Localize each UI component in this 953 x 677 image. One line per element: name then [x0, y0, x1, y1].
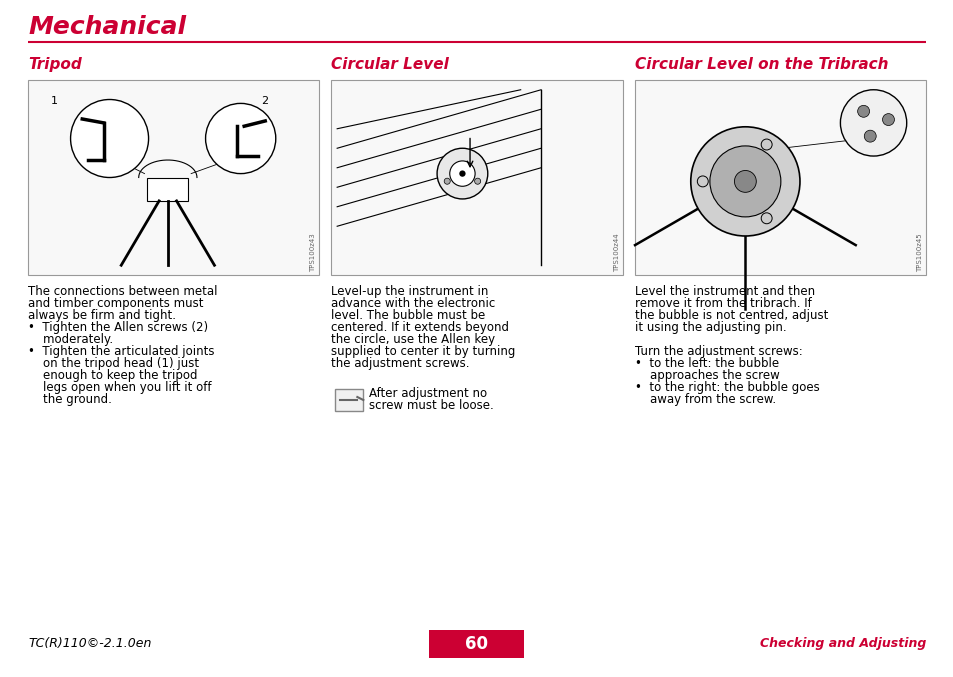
Circle shape [449, 161, 475, 186]
Text: TPS100z44: TPS100z44 [613, 234, 619, 272]
Text: •  Tighten the articulated joints: • Tighten the articulated joints [28, 345, 214, 358]
Text: •  Tighten the Allen screws (2): • Tighten the Allen screws (2) [28, 321, 208, 334]
Text: moderately.: moderately. [28, 333, 113, 346]
Circle shape [709, 146, 781, 217]
Text: •  to the left: the bubble: • to the left: the bubble [634, 357, 778, 370]
Text: Mechanical: Mechanical [28, 15, 186, 39]
Bar [634, 80, 925, 275]
Text: 2: 2 [261, 95, 268, 106]
Text: always be firm and tight.: always be firm and tight. [28, 309, 175, 322]
Text: The connections between metal: The connections between metal [28, 285, 217, 298]
Circle shape [205, 104, 275, 173]
Text: remove it from the tribrach. If: remove it from the tribrach. If [634, 297, 811, 310]
Text: centered. If it extends beyond: centered. If it extends beyond [331, 321, 509, 334]
Circle shape [690, 127, 800, 236]
Text: it using the adjusting pin.: it using the adjusting pin. [634, 321, 785, 334]
Text: Circular Level: Circular Level [331, 57, 449, 72]
Bar [0, 630, 953, 658]
Text: screw must be loose.: screw must be loose. [369, 399, 494, 412]
Text: TPS100z43: TPS100z43 [310, 234, 316, 272]
Text: the adjustment screws.: the adjustment screws. [331, 357, 469, 370]
Circle shape [760, 139, 771, 150]
Text: •  to the right: the bubble goes: • to the right: the bubble goes [634, 381, 819, 394]
Text: away from the screw.: away from the screw. [634, 393, 775, 406]
Text: level. The bubble must be: level. The bubble must be [331, 309, 485, 322]
Text: TPS100z45: TPS100z45 [916, 234, 923, 272]
Circle shape [760, 213, 771, 223]
Text: on the tripod head (1) just: on the tripod head (1) just [28, 357, 199, 370]
Text: Level-up the instrument in: Level-up the instrument in [331, 285, 488, 298]
Circle shape [840, 90, 905, 156]
Circle shape [458, 171, 465, 177]
Circle shape [71, 100, 149, 177]
Bar [331, 80, 622, 275]
Text: and timber components must: and timber components must [28, 297, 203, 310]
Text: Tripod: Tripod [28, 57, 82, 72]
Text: the circle, use the Allen key: the circle, use the Allen key [331, 333, 495, 346]
Text: Turn the adjustment screws:: Turn the adjustment screws: [634, 345, 801, 358]
Text: the bubble is not centred, adjust: the bubble is not centred, adjust [634, 309, 827, 322]
Text: enough to keep the tripod: enough to keep the tripod [28, 369, 197, 382]
Text: After adjustment no: After adjustment no [369, 387, 487, 400]
Bar [148, 177, 188, 201]
Circle shape [436, 148, 487, 199]
Text: TC(R)110©-2.1.0en: TC(R)110©-2.1.0en [28, 638, 152, 651]
Text: approaches the screw: approaches the screw [634, 369, 779, 382]
Circle shape [857, 106, 869, 117]
Text: Level the instrument and then: Level the instrument and then [634, 285, 814, 298]
Bar [335, 389, 363, 411]
Bar [28, 80, 319, 275]
Text: 60: 60 [465, 635, 488, 653]
Text: the ground.: the ground. [28, 393, 112, 406]
Circle shape [697, 176, 707, 187]
Text: Circular Level on the Tribrach: Circular Level on the Tribrach [634, 57, 887, 72]
Text: legs open when you lift it off: legs open when you lift it off [28, 381, 212, 394]
Circle shape [863, 130, 875, 142]
Text: supplied to center it by turning: supplied to center it by turning [331, 345, 516, 358]
Circle shape [444, 178, 450, 184]
Circle shape [734, 171, 756, 192]
Text: advance with the electronic: advance with the electronic [331, 297, 495, 310]
Text: Checking and Adjusting: Checking and Adjusting [759, 638, 925, 651]
Circle shape [882, 114, 894, 125]
Circle shape [474, 178, 480, 184]
Bar [429, 630, 524, 658]
Text: 1: 1 [51, 95, 58, 106]
